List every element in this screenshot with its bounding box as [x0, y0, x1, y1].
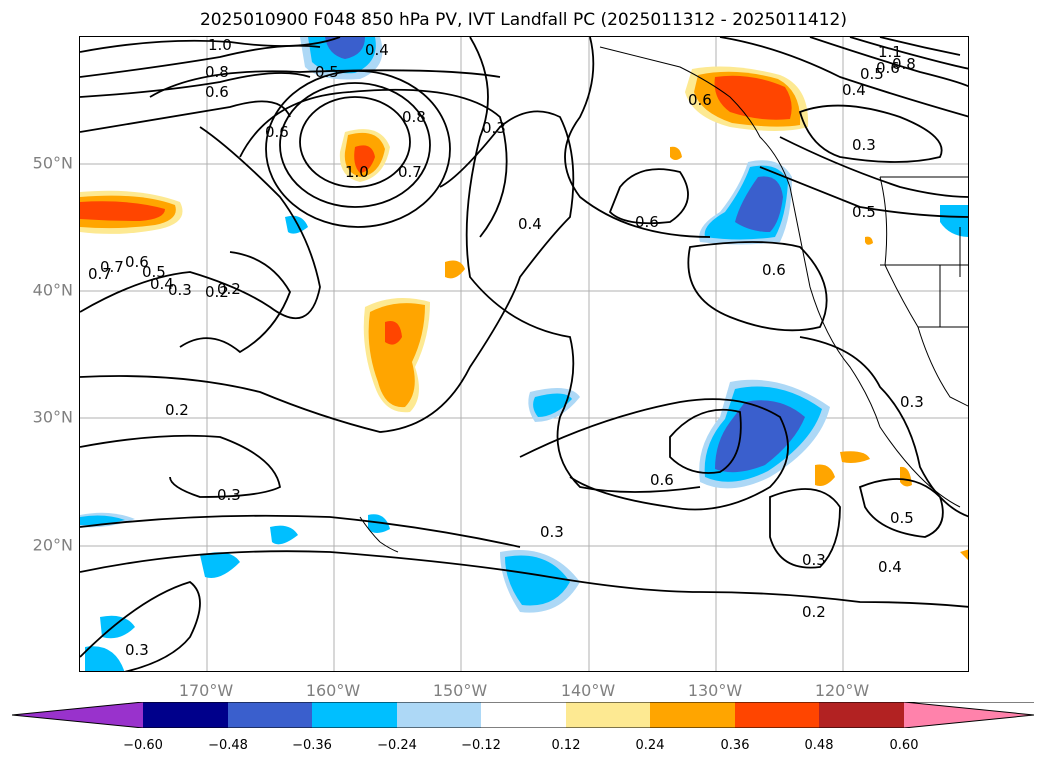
- contour-label: 0.3: [217, 486, 241, 504]
- filled-anomalies: [80, 37, 968, 671]
- contour-label: 0.3: [125, 641, 149, 659]
- colorbar-bin: [481, 702, 566, 728]
- contour-label: 0.3: [900, 393, 924, 411]
- contour-label: 0.8: [402, 108, 426, 126]
- lat-label: 30°N: [32, 407, 73, 427]
- contour-label: 0.2: [802, 603, 826, 621]
- contour-label: 0.6: [688, 91, 712, 109]
- colorbar-tick: 0.60: [889, 738, 919, 753]
- colorbar: [12, 702, 1034, 728]
- contour-label: 0.3: [482, 119, 506, 137]
- lon-label: 130°W: [687, 681, 743, 700]
- contour-label: 0.8: [205, 63, 229, 81]
- colorbar-bin: [735, 702, 819, 728]
- lon-label: 140°W: [560, 681, 616, 700]
- colorbar-bin: [397, 702, 481, 728]
- contour-label: 0.7: [100, 258, 124, 276]
- map-canvas: 1.0 0.8 0.6 0.5 0.4 0.6 0.7 0.8 1.0 0.7 …: [80, 37, 968, 671]
- colorbar-tick: 0.36: [720, 738, 750, 753]
- contour-label: 0.5: [315, 63, 339, 81]
- contour-label: 0.2: [165, 401, 189, 419]
- gridlines: [80, 37, 968, 671]
- contour-label: 0.7: [88, 265, 112, 283]
- contour-label: 0.6: [635, 213, 659, 231]
- contour-label: 0.6: [876, 59, 900, 77]
- lat-label: 50°N: [32, 153, 73, 173]
- contour-label: 0.3: [168, 281, 192, 299]
- lon-label: 160°W: [305, 681, 361, 700]
- lon-label: 120°W: [814, 681, 870, 700]
- colorbar-bin: [228, 702, 312, 728]
- contour-label: 0.6: [650, 471, 674, 489]
- colorbar-bin: [650, 702, 735, 728]
- coastlines: [359, 46, 968, 553]
- contour-label: 1.1: [878, 43, 902, 61]
- colorbar-bin: [312, 702, 397, 728]
- colorbar-tick: −0.12: [461, 738, 501, 753]
- colorbar-outline: [12, 702, 1034, 728]
- contour-label-group: 1.0 0.8 0.6 0.5 0.4 0.6 0.7 0.8 1.0 0.7 …: [88, 37, 924, 659]
- colorbar-bin: [566, 702, 650, 728]
- contour-label: 0.5: [860, 65, 884, 83]
- colorbar-tick: −0.36: [292, 738, 332, 753]
- lat-label: 20°N: [32, 535, 73, 555]
- map-title: 2025010900 F048 850 hPa PV, IVT Landfall…: [199, 10, 847, 30]
- colorbar-tick: −0.24: [377, 738, 417, 753]
- colorbar-bin: [819, 702, 904, 728]
- contour-label: 0.7: [398, 163, 422, 181]
- colorbar-tick: −0.48: [208, 738, 248, 753]
- contour-label: 0.5: [142, 263, 166, 281]
- contour-label: 0.4: [842, 81, 866, 99]
- map-panel: 1.0 0.8 0.6 0.5 0.4 0.6 0.7 0.8 1.0 0.7 …: [79, 36, 969, 672]
- lon-label: 170°W: [178, 681, 234, 700]
- contour-label: 1.0: [345, 163, 369, 181]
- contour-label: 0.8: [892, 55, 916, 73]
- contour-label: 0.2: [205, 283, 229, 301]
- contour-label: 0.4: [878, 558, 902, 576]
- colorbar-tick: −0.60: [123, 738, 163, 753]
- colorbar-under-triangle: [12, 702, 143, 728]
- colorbar-tick: 0.48: [804, 738, 834, 753]
- contour-label: 0.2: [217, 280, 241, 298]
- colorbar-bin: [143, 702, 228, 728]
- contour-label: 0.3: [802, 551, 826, 569]
- contour-label: 0.4: [150, 275, 174, 293]
- colorbar-tick: 0.12: [551, 738, 581, 753]
- contour-label: 0.3: [852, 136, 876, 154]
- contour-label: 0.3: [540, 523, 564, 541]
- colorbar-tick: 0.24: [635, 738, 665, 753]
- contour-label: 0.4: [518, 215, 542, 233]
- pv-contours: [80, 37, 968, 671]
- contour-label: 0.6: [265, 123, 289, 141]
- contour-label: 0.6: [125, 253, 149, 271]
- contour-label: 0.6: [762, 261, 786, 279]
- colorbar-over-triangle: [904, 702, 1034, 728]
- contour-label: 0.5: [852, 203, 876, 221]
- contour-label: 0.4: [365, 41, 389, 59]
- lon-label: 150°W: [432, 681, 488, 700]
- lat-label: 40°N: [32, 280, 73, 300]
- contour-label: 1.0: [208, 37, 232, 54]
- contour-label: 0.6: [205, 83, 229, 101]
- contour-label: 0.5: [890, 509, 914, 527]
